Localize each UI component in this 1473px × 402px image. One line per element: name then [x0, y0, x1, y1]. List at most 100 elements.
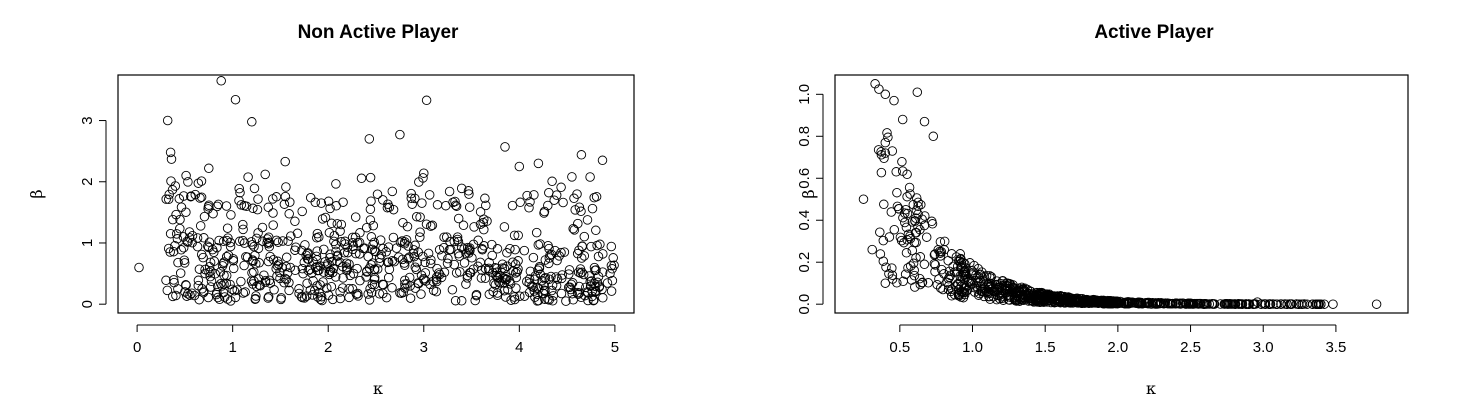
data-point [303, 248, 313, 258]
y-axis-label: β [27, 189, 46, 198]
data-point [458, 220, 469, 231]
data-point [902, 169, 912, 180]
data-point [506, 295, 516, 305]
data-point [185, 290, 195, 300]
data-point [325, 203, 335, 214]
data-point [913, 222, 923, 232]
data-point [539, 273, 550, 284]
data-point [342, 264, 353, 274]
data-point [507, 200, 518, 211]
data-point [181, 207, 191, 217]
data-point [499, 222, 510, 232]
data-point [573, 218, 583, 229]
data-point [935, 248, 946, 258]
data-point [364, 295, 375, 305]
data-point [913, 197, 923, 208]
data-point [367, 244, 378, 255]
data-point [955, 253, 966, 264]
data-point [921, 232, 932, 242]
data-point [314, 265, 324, 276]
x-tick-label: 4 [515, 339, 523, 356]
data-point [192, 241, 203, 252]
data-point [502, 248, 512, 258]
data-point [943, 255, 953, 266]
data-point [444, 186, 455, 197]
data-point [387, 283, 397, 293]
data-point [556, 273, 567, 284]
data-point [365, 284, 375, 294]
data-point [264, 237, 274, 248]
data-point [480, 263, 491, 274]
data-point [1296, 299, 1306, 309]
data-point [1207, 299, 1218, 309]
data-point [410, 193, 420, 204]
data-point [558, 197, 568, 208]
data-point [251, 291, 261, 301]
x-tick-label: 0.5 [889, 339, 910, 356]
data-point [325, 265, 335, 276]
data-point [260, 277, 271, 288]
data-point [415, 212, 425, 222]
data-point [203, 292, 214, 303]
data-point [239, 260, 249, 271]
data-point [551, 190, 562, 200]
data-point [296, 292, 307, 302]
data-point [184, 233, 195, 243]
data-point [402, 221, 413, 232]
data-point [530, 292, 540, 302]
data-point [898, 212, 908, 223]
data-point [909, 265, 919, 275]
data-point [356, 173, 367, 184]
data-point [376, 249, 386, 260]
data-point [406, 193, 417, 203]
data-point [894, 204, 904, 214]
data-point [175, 268, 186, 278]
data-point [902, 191, 912, 202]
data-point [305, 192, 316, 203]
data-point [451, 201, 462, 211]
data-point [1165, 298, 1175, 309]
data-point [929, 258, 940, 269]
data-point [382, 257, 393, 268]
data-point [533, 295, 544, 306]
data-point [272, 271, 282, 281]
data-point [406, 188, 416, 199]
data-point [904, 182, 915, 193]
data-point [602, 278, 613, 288]
plot-area-frame [834, 74, 1409, 314]
data-point [199, 211, 210, 222]
data-point [1328, 299, 1338, 309]
data-point [910, 282, 920, 292]
x-tick-label: 2.0 [1107, 339, 1128, 356]
data-point [1025, 286, 1035, 296]
data-point [297, 263, 308, 274]
data-point [222, 223, 233, 233]
data-point [1035, 289, 1045, 300]
data-point [290, 245, 300, 255]
data-point [421, 219, 432, 229]
data-point [559, 247, 570, 257]
data-point [441, 200, 451, 211]
data-point [411, 264, 422, 275]
data-point [317, 295, 327, 306]
x-tick-label: 2.5 [1180, 339, 1201, 356]
data-point [880, 278, 891, 288]
data-point [416, 289, 426, 299]
x-tick-label: 1.5 [1035, 339, 1056, 356]
data-point [161, 275, 171, 286]
data-point [912, 87, 923, 97]
data-point [229, 286, 240, 296]
data-point [499, 285, 510, 296]
data-point [540, 272, 551, 283]
data-point [396, 288, 407, 298]
data-point [329, 236, 339, 247]
data-point [255, 281, 265, 291]
data-point [858, 194, 869, 204]
data-point [260, 169, 270, 180]
data-point [1221, 299, 1231, 309]
data-point [467, 253, 477, 263]
data-point [932, 279, 942, 290]
data-point [887, 146, 898, 156]
data-point [535, 239, 545, 249]
x-tick-label: 1 [228, 339, 236, 356]
